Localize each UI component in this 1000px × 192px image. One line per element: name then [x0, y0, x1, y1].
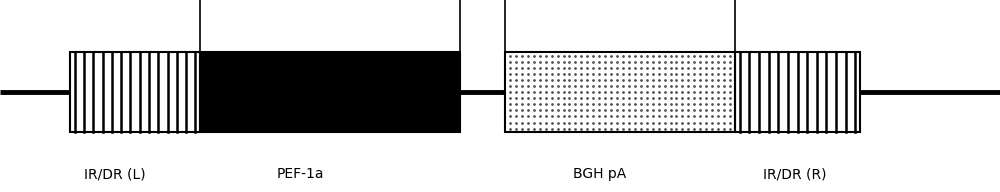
- Bar: [505, 52, 735, 132]
- Text: IR/DR (R): IR/DR (R): [763, 167, 827, 181]
- Bar: [735, 52, 860, 132]
- Text: IR/DR (L): IR/DR (L): [84, 167, 146, 181]
- Bar: [505, 52, 735, 132]
- Text: PEF-1a: PEF-1a: [276, 167, 324, 181]
- Bar: [735, 52, 860, 132]
- Bar: [70, 52, 200, 132]
- Bar: [200, 52, 460, 132]
- Bar: [70, 52, 200, 132]
- Text: BGH pA: BGH pA: [573, 167, 627, 181]
